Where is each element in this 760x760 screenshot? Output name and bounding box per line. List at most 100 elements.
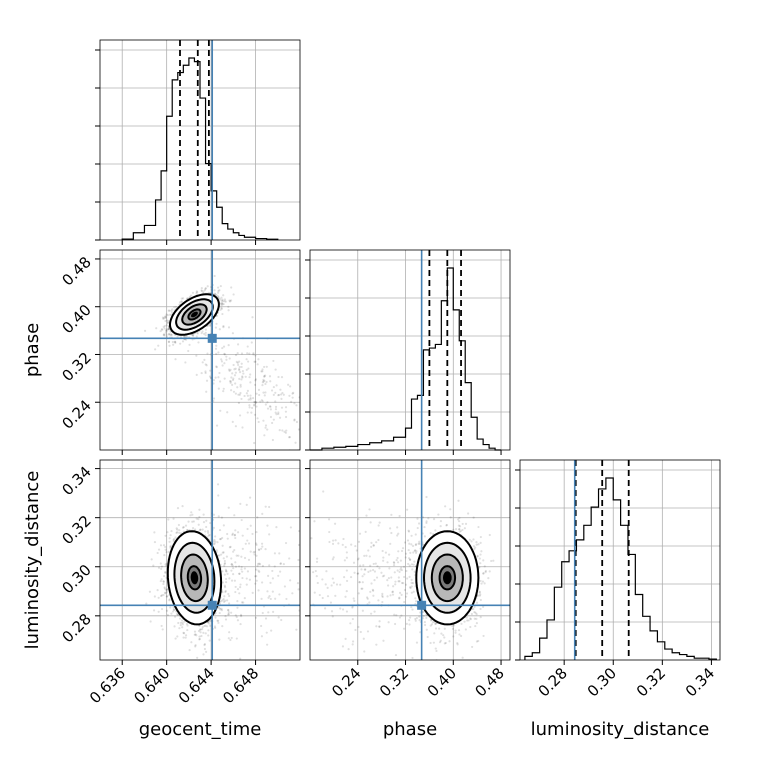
scatter-point	[251, 591, 254, 594]
scatter-point	[238, 572, 241, 575]
scatter-point	[405, 569, 408, 573]
scatter-point	[261, 581, 264, 584]
scatter-point	[229, 381, 232, 384]
scatter-point	[240, 565, 243, 569]
scatter-point	[217, 286, 220, 289]
scatter-point	[228, 299, 231, 302]
scatter-point	[228, 357, 231, 360]
scatter-point	[164, 315, 167, 318]
scatter-point	[241, 601, 244, 604]
scatter-point	[179, 624, 182, 627]
scatter-point	[167, 518, 170, 521]
scatter-point	[178, 529, 181, 532]
scatter-point	[176, 506, 180, 510]
scatter-point	[186, 624, 189, 627]
scatter-point	[172, 608, 175, 611]
scatter-point	[209, 521, 212, 525]
scatter-point	[186, 628, 189, 632]
scatter-point	[206, 530, 210, 533]
scatter-point	[227, 611, 230, 614]
scatter-point	[160, 624, 163, 628]
scatter-point	[222, 390, 225, 393]
scatter-point	[194, 645, 197, 648]
scatter-point	[262, 391, 265, 394]
scatter-point	[268, 405, 272, 408]
scatter-point	[214, 535, 217, 538]
scatter-point	[169, 333, 172, 336]
scatter-point	[422, 543, 425, 546]
scatter-point	[255, 568, 258, 571]
scatter-point	[408, 623, 411, 626]
scatter-point	[243, 394, 246, 398]
scatter-point	[294, 441, 297, 444]
scatter-point	[278, 552, 281, 555]
scatter-point	[279, 570, 282, 573]
scatter-point	[176, 528, 179, 531]
scatter-point	[229, 368, 232, 371]
scatter-point	[213, 289, 216, 292]
scatter-point	[233, 514, 236, 517]
scatter-point	[213, 542, 216, 545]
scatter-point	[165, 564, 168, 568]
scatter-point	[180, 619, 184, 622]
scatter-point	[200, 331, 203, 335]
scatter-point	[227, 612, 230, 616]
scatter-point	[154, 348, 157, 351]
scatter-point	[407, 529, 410, 532]
scatter-point	[217, 376, 220, 379]
scatter-point	[275, 413, 278, 416]
scatter-point	[259, 400, 262, 403]
scatter-point	[237, 554, 240, 557]
scatter-point	[153, 595, 156, 598]
scatter-point	[198, 515, 201, 519]
scatter-point	[257, 562, 260, 565]
scatter-point	[221, 312, 224, 316]
scatter-point	[207, 534, 210, 537]
scatter-point	[217, 494, 220, 497]
scatter-point	[238, 371, 242, 374]
scatter-point	[231, 332, 235, 335]
scatter-point	[257, 569, 260, 572]
scatter-point	[305, 532, 307, 534]
scatter-point	[221, 364, 224, 367]
scatter-point	[410, 585, 413, 588]
scatter-point	[233, 579, 236, 582]
scatter-point	[209, 624, 212, 627]
scatter-point	[449, 516, 452, 519]
scatter-point	[239, 657, 242, 660]
scatter-point	[159, 579, 162, 583]
scatter-point	[232, 567, 235, 570]
scatter-point	[199, 628, 202, 631]
scatter-point	[261, 370, 264, 373]
scatter-point	[220, 358, 223, 361]
scatter-point	[247, 398, 250, 401]
scatter-point	[163, 586, 166, 589]
scatter-point	[207, 622, 211, 625]
scatter-point	[169, 606, 172, 609]
scatter-point	[418, 618, 421, 622]
scatter-point	[221, 625, 224, 628]
scatter-point	[467, 512, 470, 515]
scatter-point	[214, 347, 218, 350]
scatter-point	[165, 313, 168, 316]
scatter-point	[250, 341, 253, 344]
scatter-point	[238, 592, 241, 595]
scatter-point	[202, 653, 205, 656]
scatter-point	[323, 624, 325, 626]
scatter-point	[195, 292, 198, 295]
scatter-point	[201, 626, 204, 629]
scatter-point	[168, 309, 171, 312]
scatter-point	[434, 627, 438, 630]
contour-line	[187, 308, 202, 321]
scatter-point	[260, 547, 263, 550]
density-peak	[191, 311, 198, 318]
scatter-point	[432, 641, 435, 644]
scatter-point	[163, 591, 167, 594]
scatter-point	[224, 615, 227, 618]
scatter-point	[280, 618, 283, 622]
scatter-point	[448, 640, 451, 643]
scatter-point	[232, 293, 235, 296]
scatter-point	[178, 627, 181, 630]
scatter-point	[200, 289, 204, 293]
scatter-point	[159, 594, 163, 598]
